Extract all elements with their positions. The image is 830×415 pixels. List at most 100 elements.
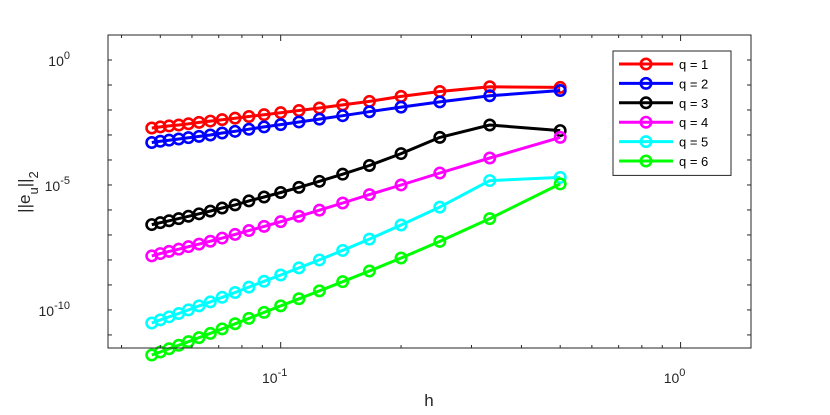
data-point (215, 201, 229, 215)
legend-label: q = 5 (679, 135, 708, 150)
data-point (153, 120, 167, 134)
x-axis-title: h (424, 391, 433, 410)
data-point (312, 174, 326, 188)
data-point (153, 247, 167, 261)
data-point (394, 178, 408, 192)
data-point (394, 147, 408, 161)
x-tick-label: 100 (664, 367, 686, 386)
data-point (553, 124, 567, 138)
legend-label: q = 1 (679, 57, 708, 72)
data-point (145, 121, 159, 135)
data-point (312, 112, 326, 126)
data-point (553, 177, 567, 191)
data-point (145, 316, 159, 330)
legend-box (612, 50, 732, 176)
legend-marker (639, 96, 653, 110)
data-point (242, 122, 256, 136)
data-point (336, 196, 350, 210)
legend-marker (639, 57, 653, 71)
x-tick-label: 10-1 (262, 367, 287, 386)
data-point (336, 167, 350, 181)
legend-marker (639, 135, 653, 149)
data-point (336, 109, 350, 123)
data-point (228, 285, 242, 299)
legend-marker (639, 154, 653, 168)
data-point (242, 224, 256, 238)
data-point (242, 194, 256, 208)
data-point (242, 280, 256, 294)
data-point (312, 203, 326, 217)
data-point (292, 180, 306, 194)
data-point (274, 106, 288, 120)
data-point (433, 200, 447, 214)
data-point (257, 108, 271, 122)
data-point (433, 130, 447, 144)
data-point (145, 348, 159, 362)
data-point (215, 322, 229, 336)
data-point (292, 209, 306, 223)
data-point (274, 185, 288, 199)
legend-label: q = 2 (679, 76, 708, 91)
y-tick-label: 10-5 (45, 175, 70, 194)
series-q-4 (145, 130, 567, 263)
y-tick-label: 100 (48, 50, 70, 69)
data-point (483, 89, 497, 103)
data-point (203, 234, 217, 248)
series-q-5 (145, 170, 567, 330)
data-point (362, 188, 376, 202)
legend: q = 1 q = 2 q = 3 q = 4 q = 5 q = 6 (612, 50, 732, 176)
data-point (483, 80, 497, 94)
legend-label: q = 4 (679, 115, 708, 130)
data-point (362, 232, 376, 246)
plot-area-frame (107, 34, 752, 349)
data-point (483, 212, 497, 226)
data-point (483, 151, 497, 165)
data-point (162, 133, 176, 147)
data-point (433, 234, 447, 248)
y-tick-label: 10-10 (39, 300, 70, 319)
data-point (215, 231, 229, 245)
data-point (162, 119, 176, 133)
data-point (362, 264, 376, 278)
data-point (394, 251, 408, 265)
data-point (257, 120, 271, 134)
data-point (553, 130, 567, 144)
data-point (242, 109, 256, 123)
data-point (483, 174, 497, 188)
data-point (215, 290, 229, 304)
data-point (145, 218, 159, 232)
data-point (192, 299, 206, 313)
data-point (228, 227, 242, 241)
data-point (203, 295, 217, 309)
data-point (362, 159, 376, 173)
data-point (257, 274, 271, 288)
data-point (274, 299, 288, 313)
series-layer (145, 80, 567, 362)
data-point (336, 275, 350, 289)
data-point (394, 218, 408, 232)
data-point (292, 292, 306, 306)
legend-marker (639, 76, 653, 90)
data-point (228, 111, 242, 125)
data-point (242, 311, 256, 325)
data-point (257, 190, 271, 204)
data-point (483, 118, 497, 132)
data-point (145, 136, 159, 150)
data-point (257, 219, 271, 233)
data-point (292, 261, 306, 275)
data-point (192, 331, 206, 345)
series-q-2 (145, 84, 567, 150)
series-q-3 (145, 118, 567, 232)
y-axis-title: ||eu||2 (15, 171, 41, 213)
tick-layer: 10-1 100 100 10-5 10-10 (39, 34, 751, 386)
data-point (553, 84, 567, 98)
data-point (145, 249, 159, 263)
data-point (312, 253, 326, 267)
data-point (153, 216, 167, 230)
data-point (433, 166, 447, 180)
data-point (336, 243, 350, 257)
data-point (153, 134, 167, 148)
data-point (228, 317, 242, 331)
data-point (553, 170, 567, 184)
